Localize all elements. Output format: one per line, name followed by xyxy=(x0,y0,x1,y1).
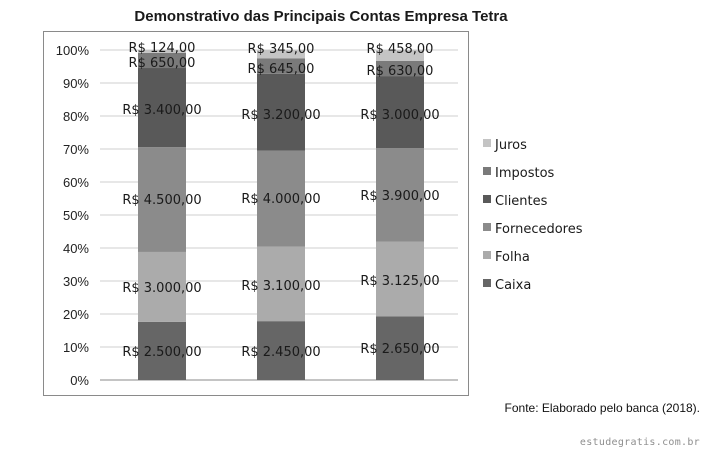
bar-segment xyxy=(138,147,186,252)
bar-segment xyxy=(138,50,186,53)
source-note: Fonte: Elaborado pelo banca (2018). xyxy=(504,401,700,415)
watermark: estudegratis.com.br xyxy=(579,437,700,448)
y-tick-label: 40% xyxy=(63,241,89,256)
bar-segment xyxy=(257,150,305,247)
y-tick-label: 10% xyxy=(63,340,89,355)
legend-label: Juros xyxy=(494,138,527,153)
legend-label: Clientes xyxy=(495,194,548,209)
y-tick-label: 20% xyxy=(63,307,89,322)
bar-segment xyxy=(376,50,424,61)
data-label: R$ 3.400,00 xyxy=(122,103,201,118)
data-label: R$ 124,00 xyxy=(129,41,196,56)
legend-label: Caixa xyxy=(495,278,531,293)
bar-segment xyxy=(257,246,305,322)
data-label: R$ 2.500,00 xyxy=(122,345,201,360)
bar-segment xyxy=(376,241,424,317)
legend-label: Folha xyxy=(495,250,530,265)
y-tick-label: 100% xyxy=(56,43,90,58)
bar-segment xyxy=(257,73,305,151)
data-label: R$ 645,00 xyxy=(248,62,315,77)
bar-segment xyxy=(257,321,305,380)
data-label: R$ 345,00 xyxy=(248,42,315,57)
y-tick-label: 50% xyxy=(63,208,89,223)
y-tick-label: 70% xyxy=(63,142,89,157)
chart-area xyxy=(43,31,469,396)
legend-swatch xyxy=(483,223,491,231)
data-label: R$ 3.200,00 xyxy=(241,108,320,123)
y-tick-label: 90% xyxy=(63,76,89,91)
data-label: R$ 2.450,00 xyxy=(241,345,320,360)
bar-segment xyxy=(138,321,186,380)
bar-segment xyxy=(376,316,424,380)
bar-segment xyxy=(138,251,186,322)
data-label: R$ 3.000,00 xyxy=(360,108,439,123)
legend-label: Fornecedores xyxy=(495,222,583,237)
legend-swatch xyxy=(483,195,491,203)
bar-segment xyxy=(138,52,186,69)
data-label: R$ 650,00 xyxy=(129,56,196,71)
data-label: R$ 3.125,00 xyxy=(360,274,439,289)
legend-swatch xyxy=(483,139,491,147)
legend-label: Impostos xyxy=(495,166,555,181)
data-label: R$ 4.000,00 xyxy=(241,192,320,207)
chart-title: Demonstrativo das Principais Contas Empr… xyxy=(134,8,508,25)
y-tick-label: 60% xyxy=(63,175,89,190)
data-label: R$ 630,00 xyxy=(367,64,434,79)
data-label: R$ 458,00 xyxy=(367,42,434,57)
data-label: R$ 3.100,00 xyxy=(241,279,320,294)
legend-swatch xyxy=(483,251,491,259)
data-label: R$ 2.650,00 xyxy=(360,342,439,357)
legend-swatch xyxy=(483,279,491,287)
bar-segment xyxy=(376,76,424,149)
y-tick-label: 0% xyxy=(70,373,89,388)
bar-segment xyxy=(257,58,305,74)
y-tick-label: 80% xyxy=(63,109,89,124)
data-label: R$ 4.500,00 xyxy=(122,193,201,208)
bar-segment xyxy=(376,148,424,242)
bar-segment xyxy=(257,50,305,59)
data-label: R$ 3.900,00 xyxy=(360,189,439,204)
bar-segment xyxy=(376,60,424,77)
y-tick-label: 30% xyxy=(63,274,89,289)
bar-segment xyxy=(138,68,186,148)
data-label: R$ 3.000,00 xyxy=(122,281,201,296)
legend-swatch xyxy=(483,167,491,175)
